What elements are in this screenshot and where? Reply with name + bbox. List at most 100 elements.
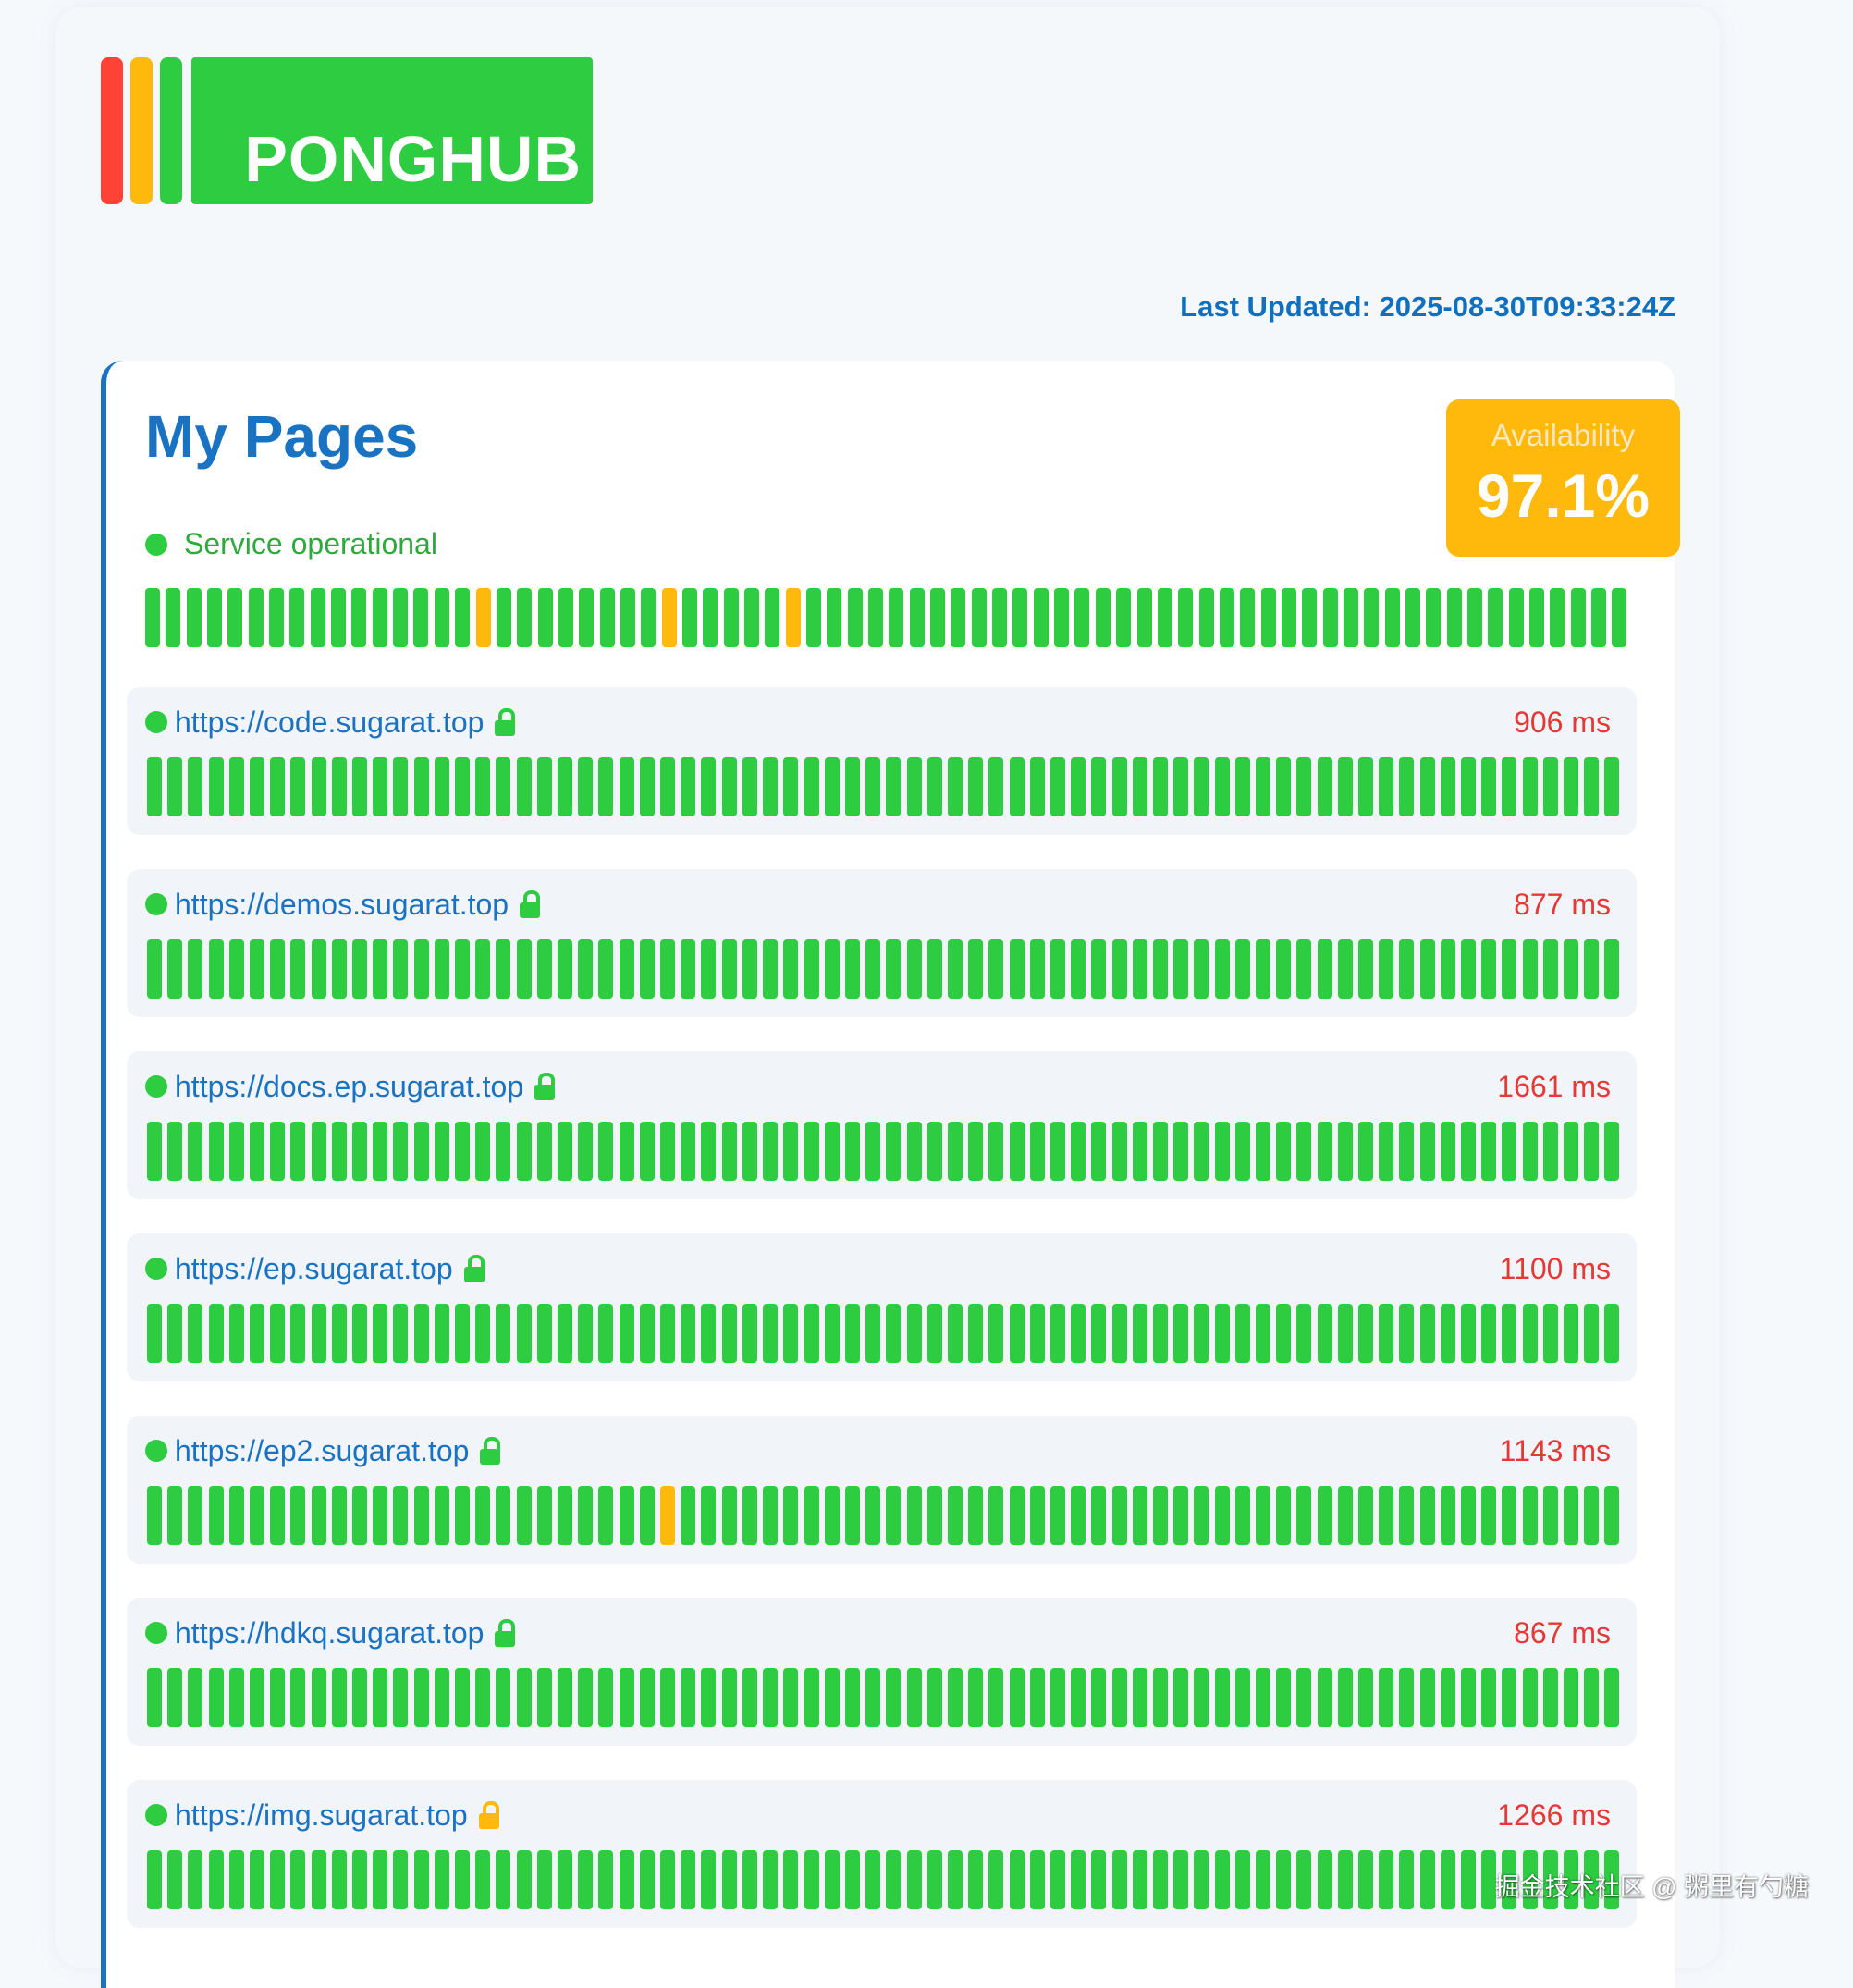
site-history-up-bar[interactable]	[1010, 757, 1025, 816]
site-history-up-bar[interactable]	[373, 1486, 387, 1545]
site-history-up-bar[interactable]	[1318, 1850, 1332, 1909]
group-history-up-bar[interactable]	[497, 588, 511, 647]
site-history-up-bar[interactable]	[373, 757, 387, 816]
site-history-up-bar[interactable]	[475, 1122, 490, 1181]
site-history-up-bar[interactable]	[147, 1486, 162, 1545]
site-history-up-bar[interactable]	[598, 1486, 613, 1545]
site-history-up-bar[interactable]	[1338, 757, 1353, 816]
site-history-up-bar[interactable]	[1338, 1850, 1353, 1909]
site-history-up-bar[interactable]	[1379, 1668, 1393, 1727]
site-history-up-bar[interactable]	[1481, 1122, 1496, 1181]
site-history-up-bar[interactable]	[1461, 1486, 1476, 1545]
site-history-up-bar[interactable]	[681, 1304, 695, 1363]
site-history-up-bar[interactable]	[1256, 1304, 1270, 1363]
site-history-up-bar[interactable]	[455, 939, 470, 999]
site-history-up-bar[interactable]	[598, 1850, 613, 1909]
site-history-up-bar[interactable]	[1379, 757, 1393, 816]
group-history-up-bar[interactable]	[1591, 588, 1606, 647]
site-history-up-bar[interactable]	[722, 1304, 737, 1363]
site-history-up-bar[interactable]	[352, 1122, 367, 1181]
site-history-up-bar[interactable]	[1318, 1122, 1332, 1181]
site-history-up-bar[interactable]	[1338, 1668, 1353, 1727]
site-history-up-bar[interactable]	[722, 1668, 737, 1727]
site-history-up-bar[interactable]	[742, 1486, 757, 1545]
site-history-up-bar[interactable]	[209, 1668, 224, 1727]
site-history-up-bar[interactable]	[1194, 939, 1209, 999]
site-history-up-bar[interactable]	[1481, 757, 1496, 816]
site-history-up-bar[interactable]	[1112, 1486, 1127, 1545]
site-history-up-bar[interactable]	[620, 939, 634, 999]
site-history-up-bar[interactable]	[1481, 1304, 1496, 1363]
site-history-up-bar[interactable]	[681, 1486, 695, 1545]
site-history-up-bar[interactable]	[681, 1668, 695, 1727]
site-history-up-bar[interactable]	[435, 1122, 449, 1181]
site-history-up-bar[interactable]	[1399, 939, 1414, 999]
site-history-up-bar[interactable]	[147, 1304, 162, 1363]
site-history-up-bar[interactable]	[1461, 939, 1476, 999]
site-history-up-bar[interactable]	[290, 1304, 305, 1363]
site-history-up-bar[interactable]	[948, 1486, 963, 1545]
site-history-up-bar[interactable]	[352, 1486, 367, 1545]
site-history-up-bar[interactable]	[722, 1850, 737, 1909]
site-history-up-bar[interactable]	[701, 1122, 716, 1181]
site-history-up-bar[interactable]	[1461, 1850, 1476, 1909]
site-history-up-bar[interactable]	[558, 1122, 572, 1181]
site-history-up-bar[interactable]	[229, 1122, 244, 1181]
group-history-up-bar[interactable]	[1385, 588, 1400, 647]
group-history-up-bar[interactable]	[227, 588, 242, 647]
site-history-up-bar[interactable]	[1173, 939, 1188, 999]
site-history-up-bar[interactable]	[455, 1850, 470, 1909]
site-history-up-bar[interactable]	[927, 1122, 942, 1181]
site-history-up-bar[interactable]	[660, 1304, 675, 1363]
site-history-up-bar[interactable]	[1543, 1486, 1558, 1545]
group-history-up-bar[interactable]	[972, 588, 987, 647]
site-history-up-bar[interactable]	[1112, 1122, 1127, 1181]
site-history-up-bar[interactable]	[1133, 939, 1147, 999]
site-history-up-bar[interactable]	[845, 1668, 860, 1727]
group-history-up-bar[interactable]	[848, 588, 863, 647]
site-history-up-bar[interactable]	[948, 1850, 963, 1909]
site-history-up-bar[interactable]	[907, 1304, 922, 1363]
site-history-up-bar[interactable]	[352, 939, 367, 999]
site-history-up-bar[interactable]	[496, 1486, 510, 1545]
site-history-up-bar[interactable]	[1256, 1668, 1270, 1727]
group-history-up-bar[interactable]	[166, 588, 180, 647]
site-history-up-bar[interactable]	[1071, 757, 1086, 816]
site-history-up-bar[interactable]	[1010, 1122, 1025, 1181]
site-history-up-bar[interactable]	[1358, 939, 1373, 999]
site-history-up-bar[interactable]	[886, 1668, 901, 1727]
site-history-up-bar[interactable]	[763, 1486, 778, 1545]
site-history-up-bar[interactable]	[1276, 1668, 1291, 1727]
site-history-up-bar[interactable]	[1153, 1122, 1168, 1181]
site-history-up-bar[interactable]	[783, 1304, 798, 1363]
site-history-up-bar[interactable]	[1604, 1486, 1619, 1545]
site-history-up-bar[interactable]	[414, 1668, 429, 1727]
site-history-up-bar[interactable]	[1296, 757, 1311, 816]
site-history-up-bar[interactable]	[1379, 1304, 1393, 1363]
site-history-up-bar[interactable]	[1194, 1850, 1209, 1909]
site-history-up-bar[interactable]	[1112, 939, 1127, 999]
site-history-up-bar[interactable]	[845, 1486, 860, 1545]
site-history-up-bar[interactable]	[1296, 939, 1311, 999]
site-history-up-bar[interactable]	[1091, 1668, 1106, 1727]
site-history-up-bar[interactable]	[968, 939, 983, 999]
site-history-up-bar[interactable]	[1358, 757, 1373, 816]
site-history-up-bar[interactable]	[1030, 1486, 1045, 1545]
site-history-up-bar[interactable]	[393, 1486, 408, 1545]
site-history-up-bar[interactable]	[1153, 939, 1168, 999]
site-history-up-bar[interactable]	[537, 1850, 552, 1909]
site-url-link[interactable]: https://img.sugarat.top	[175, 1798, 468, 1833]
site-history-up-bar[interactable]	[804, 1122, 819, 1181]
site-history-up-bar[interactable]	[1153, 1486, 1168, 1545]
site-history-up-bar[interactable]	[290, 1486, 305, 1545]
site-history-up-bar[interactable]	[927, 1668, 942, 1727]
site-history-up-bar[interactable]	[1584, 1486, 1599, 1545]
site-history-up-bar[interactable]	[455, 757, 470, 816]
site-history-up-bar[interactable]	[1153, 1304, 1168, 1363]
site-history-up-bar[interactable]	[1502, 757, 1516, 816]
site-history-up-bar[interactable]	[865, 757, 880, 816]
site-history-up-bar[interactable]	[250, 939, 264, 999]
site-history-up-bar[interactable]	[558, 1486, 572, 1545]
site-history-up-bar[interactable]	[270, 1486, 285, 1545]
site-url-link[interactable]: https://code.sugarat.top	[175, 706, 484, 740]
